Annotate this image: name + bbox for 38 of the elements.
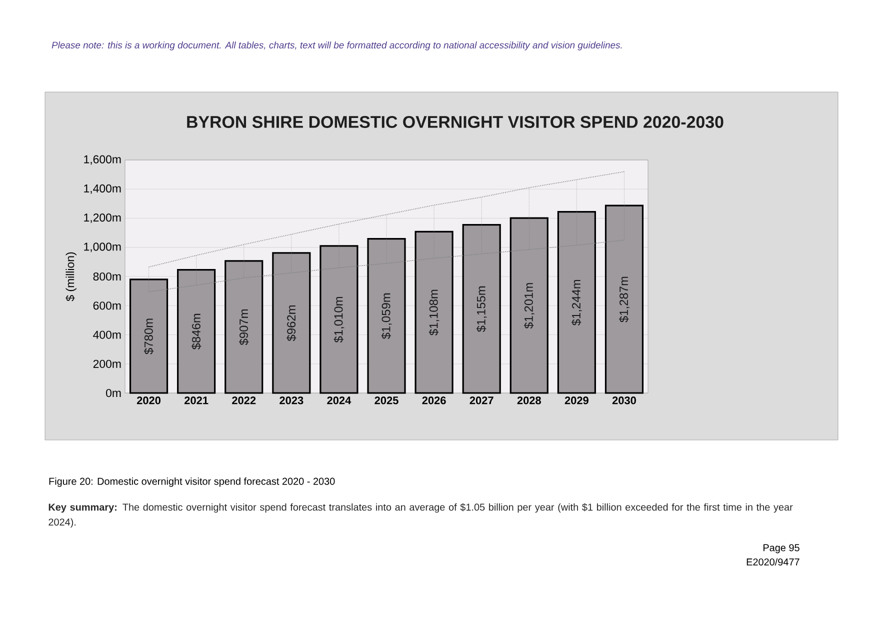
data-label: $1,010m xyxy=(334,296,344,343)
x-tick-label: 2026 xyxy=(422,396,446,404)
x-tick-label: 2022 xyxy=(232,396,256,404)
text: Page 95 xyxy=(764,544,800,554)
chart-title: BYRON SHIRE DOMESTIC OVERNIGHT VISITOR SPEND 2020-2030 xyxy=(187,116,724,128)
data-label: $907m xyxy=(239,309,249,346)
x-tick-label: 2023 xyxy=(280,396,304,404)
data-label: $1,108m xyxy=(428,290,440,336)
text: E2020/9477 xyxy=(746,558,800,566)
data-label: $846m xyxy=(191,314,202,350)
y-tick-label: 800m xyxy=(93,272,121,281)
y-tick-label: 1,400m xyxy=(84,184,121,194)
y-axis-title: $ (million) xyxy=(66,252,76,302)
data-label: $1,059m xyxy=(381,293,392,340)
data-label: $1,155m xyxy=(476,286,487,332)
x-tick-label: 2020 xyxy=(136,396,161,404)
data-label: $1,201m xyxy=(524,283,534,329)
text: Key summary: The domestic overnight visitor spend forecast translates into an average of $1.05 billion per year (with $1 billion exceeded for the first time in the year 2024). xyxy=(48,503,793,528)
x-tick-label: 2024 xyxy=(327,396,352,404)
y-tick-label: 1,200m xyxy=(84,214,121,223)
y-tick-label: 1,000m xyxy=(84,242,121,252)
data-label: $962m xyxy=(286,305,296,342)
y-tick-label: 1,600m xyxy=(84,155,121,165)
y-tick-label: 0m xyxy=(106,388,121,398)
y-tick-label: 600m xyxy=(93,302,121,310)
data-label: $1,287m xyxy=(619,276,630,322)
x-tick-label: 2021 xyxy=(184,396,208,404)
x-tick-label: 2030 xyxy=(612,396,636,404)
data-label: $780m xyxy=(144,318,154,354)
x-tick-label: 2028 xyxy=(517,396,541,404)
caption: Figure 20: Domestic overnight visitor spend forecast 2020 - 2030 xyxy=(49,478,335,487)
data-label: $1,244m xyxy=(572,280,582,326)
y-tick-label: 200m xyxy=(93,360,121,368)
y-tick-label: 400m xyxy=(93,330,121,339)
x-tick-label: 2025 xyxy=(374,396,398,404)
x-tick-label: 2029 xyxy=(564,396,588,404)
x-tick-label: 2027 xyxy=(470,396,494,404)
text: Please note: this is a working document. All tables, charts, text will be formatted according to national accessibility and vision guidelines. xyxy=(52,42,622,50)
